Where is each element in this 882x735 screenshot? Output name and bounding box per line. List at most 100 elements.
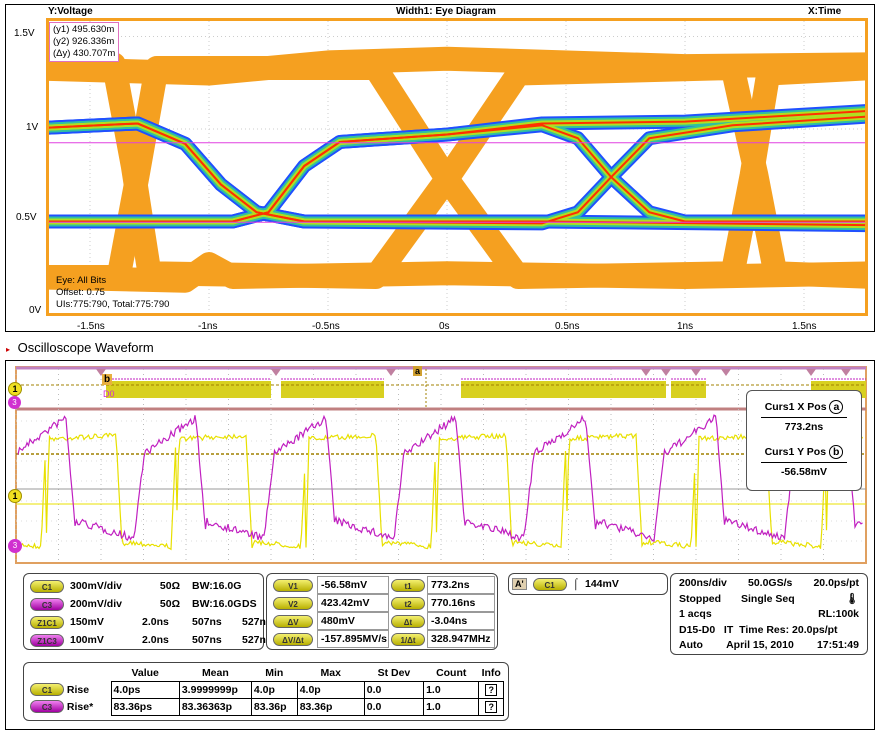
cursor-y1: (y1) 495.630m [53,24,115,35]
measurement-header: Info [481,666,501,679]
event-marker [661,369,671,376]
cursor-badge[interactable]: t1 [391,579,425,592]
date: April 15, 2010 [726,639,794,651]
ch3-level-marker[interactable]: 3 [8,539,22,553]
y-tick: 1.5V [14,28,35,39]
eye-diagram-panel: Y:Voltage Width1: Eye Diagram X:Time 1.5… [5,4,875,332]
eye-density-trace [49,122,865,227]
cursor-value: -157.895MV/s [317,630,389,648]
ch1-waveform [17,432,864,551]
h-row1: 200ns/div 50.0GS/s 20.0ps/pt [679,576,859,592]
trigger-panel[interactable]: A' C1 ⌠ 144mV [508,573,668,595]
acq-count: 1 acqs [679,608,712,620]
orange-eye-trace [49,46,865,86]
cursor-value: 423.42mV [317,594,389,612]
channel-row[interactable]: C1 300mV/div 50Ω BW:16.0G [30,578,242,594]
measurement-cell: 83.36ps [110,697,180,716]
measurement-channel-badge[interactable]: C3 [30,700,64,713]
cursor-badge[interactable]: ΔV [273,615,313,628]
cursor-value: 480mV [317,612,389,630]
measurement-name: Rise [66,684,90,696]
ch1-marker-top[interactable]: 1 [8,382,22,396]
measurement-header: Value [131,666,159,679]
eye-info-bits: Eye: All Bits [56,275,107,286]
cursor-y2: (y2) 926.336m [53,36,115,47]
channel-row[interactable]: Z1C3 100mV 2.0ns 507ns 527ns [30,632,272,648]
x-tick: -1.5ns [77,321,105,332]
channel-extra: DS [242,598,257,610]
channel-impedance: 2.0ns [142,616,169,628]
digital-bus-segment [106,381,271,398]
cursor-value: -3.04ns [427,612,495,630]
cursor-badge[interactable]: V1 [273,579,313,592]
section-title: Oscilloscope Waveform [17,340,154,355]
ch3-waveform [17,414,863,543]
measurement-header: Mean [201,666,229,679]
ch3-marker-top[interactable]: 3 [8,396,21,409]
channel-badge[interactable]: C3 [30,597,64,611]
cursor-value: 328.947MHz [427,630,495,648]
h-row3: 1 acqs RL:100k [679,607,859,623]
channel-bandwidth: BW:16.0G [192,598,242,610]
channel-scale: 200mV/div [70,598,122,610]
eye-info: Eye: All Bits Offset: 0.75 UIs:775:790, … [56,275,169,311]
measurements-table: Value Mean Min Max St Dev Count Info C1 Rise 4.… [28,665,504,716]
ps-per-pt: 20.0ps/pt [813,577,859,589]
channel-settings-panel[interactable]: C1 300mV/div 50Ω BW:16.0G C3 200mV/div 50Ω BW:1… [23,573,272,650]
curs-y-value: -56.58mV [761,462,847,478]
info-button[interactable]: ? [478,680,504,699]
channel-badge[interactable]: C1 [30,579,64,593]
eye-density-trace [49,110,865,223]
x-tick: 1.5ns [792,321,817,332]
curs-x-label-text: Curs1 X Pos [764,401,827,413]
cursor-value: 773.2ns [427,576,495,594]
measurement-row[interactable]: C1 Rise 4.0ps 3.9999999p 4.0p 4.0p 0.0 1.0? [28,680,504,699]
eye-plot-area [46,18,868,316]
cursor-values-panel[interactable]: V1 -56.58mV t1 773.2ns V2 423.42mV t2 770.16ns Δ… [266,573,498,650]
cursor-badge[interactable]: ΔV/Δt [273,633,313,646]
channel-row[interactable]: C3 200mV/div 50Ω BW:16.0G DS [30,596,257,612]
channel-row[interactable]: Z1C1 150mV 2.0ns 507ns 527ns [30,614,272,630]
measurement-cell: 0.0 [363,697,425,716]
measurement-header: St Dev [377,666,411,679]
cursor-badge[interactable]: 1/Δt [391,633,425,646]
event-marker [721,369,731,376]
channel-badge[interactable]: Z1C1 [30,615,64,629]
info-button[interactable]: ? [478,697,504,716]
channel-extra: 527ns [242,634,272,646]
cursor-value: 770.16ns [427,594,495,612]
y-tick: 0V [29,305,42,316]
measurement-cell: 0.0 [363,680,425,699]
channel-bandwidth: 507ns [192,634,222,646]
x-axis-label: X:Time [808,6,842,17]
horizontal-panel[interactable]: 200ns/div 50.0GS/s 20.0ps/pt Stopped Single… [670,573,868,655]
measurement-channel-badge[interactable]: C1 [30,683,64,696]
eye-title: Width1: Eye Diagram [396,6,496,17]
measurement-cell: 83.36p [250,697,298,716]
cursor-readout-box: Curs1 X Pos a 773.2ns Curs1 Y Pos b -56.… [746,390,862,491]
channel-badge[interactable]: Z1C3 [30,633,64,647]
cursor-badge[interactable]: Δt [391,615,425,628]
acq-mode: Single Seq [741,592,795,605]
cursor-b-icon: b [828,445,844,459]
digital-bus-segment [281,381,384,398]
x-tick: -1ns [198,321,218,332]
event-marker [691,369,701,376]
measurement-header: Min [265,666,284,679]
x-tick: 1ns [677,321,694,332]
trigger-mode: A' [512,578,527,590]
ch1-level-marker[interactable]: 1 [8,489,22,503]
info-icon: ? [485,700,497,713]
cursor-badge[interactable]: V2 [273,597,313,610]
measurement-cell: 1.0 [423,697,480,716]
channel-impedance: 50Ω [159,598,180,610]
trigger-source-badge: C1 [532,577,567,591]
measurement-cell: 83.36p [296,697,365,716]
measurement-row[interactable]: C3 Rise* 83.36ps 83.36363p 83.36p 83.36p 0.0 1… [28,697,504,716]
digital-bus-segment [461,381,666,398]
measurements-panel[interactable]: Value Mean Min Max St Dev Count Info C1 Rise 4.… [23,662,509,721]
cursor-b-marker[interactable]: b [102,374,113,385]
info-icon: ? [485,683,497,696]
cursor-a-marker[interactable]: a [413,366,423,376]
cursor-badge[interactable]: t2 [391,597,425,610]
